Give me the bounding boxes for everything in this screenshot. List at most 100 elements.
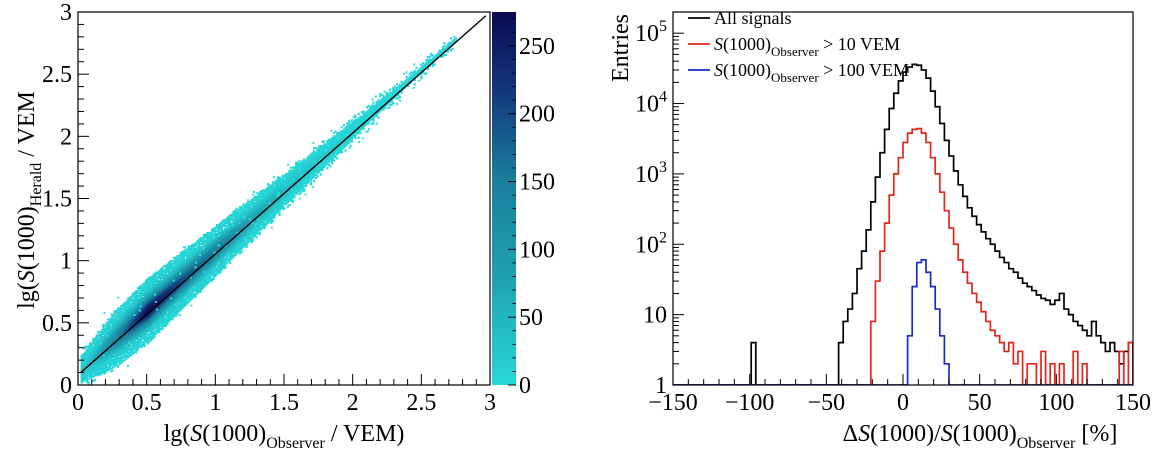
density-cell <box>145 298 148 301</box>
density-cell <box>237 221 240 224</box>
density-cell <box>133 337 136 340</box>
density-cell <box>168 290 171 293</box>
density-cell <box>337 151 340 154</box>
density-cell <box>118 332 121 336</box>
density-cell <box>145 310 148 313</box>
density-cell <box>227 245 230 248</box>
density-cell <box>108 321 111 325</box>
density-cell <box>278 185 281 188</box>
density-cell <box>258 191 261 194</box>
density-cell <box>150 280 153 283</box>
density-cell <box>176 258 179 261</box>
density-cell <box>169 288 172 291</box>
density-cell <box>324 156 327 159</box>
density-cell <box>309 162 312 165</box>
density-cell <box>280 188 283 191</box>
density-cell <box>123 323 126 326</box>
density-cell <box>161 302 164 305</box>
density-cell <box>354 118 357 122</box>
density-cell <box>143 323 146 327</box>
density-cell <box>176 293 179 297</box>
density-cell <box>260 195 263 198</box>
density-cell <box>253 203 256 206</box>
density-cell <box>161 311 164 314</box>
density-cell <box>191 248 194 251</box>
density-cell <box>299 185 303 188</box>
density-cell <box>164 266 167 269</box>
density-cell <box>121 340 125 343</box>
density-cell <box>117 308 120 312</box>
density-cell <box>336 153 339 156</box>
density-cell <box>112 351 115 354</box>
density-cell <box>133 351 136 354</box>
density-cell <box>192 292 195 295</box>
density-cell <box>110 341 113 345</box>
density-cell <box>308 162 311 165</box>
density-cell <box>151 285 154 288</box>
density-cell <box>234 246 237 249</box>
density-cell <box>120 349 123 352</box>
density-cell <box>84 363 87 366</box>
density-cell <box>222 263 225 266</box>
density-cell <box>156 301 159 304</box>
density-cell <box>103 357 106 360</box>
density-cell <box>240 250 243 253</box>
density-cell <box>298 192 301 196</box>
density-cell <box>95 372 98 375</box>
density-cell <box>105 368 108 371</box>
density-cell <box>323 164 326 167</box>
density-cell <box>268 218 271 221</box>
density-cell <box>110 322 113 325</box>
density-cell <box>113 351 116 354</box>
density-cell <box>209 272 212 275</box>
density-cell <box>323 155 326 158</box>
density-cell <box>192 279 195 282</box>
density-cell <box>286 190 289 193</box>
density-cell <box>117 314 120 317</box>
density-cell <box>168 307 171 311</box>
density-cell <box>217 252 220 255</box>
density-cell <box>158 298 161 301</box>
density-cell <box>267 199 270 202</box>
density-cell <box>227 239 230 242</box>
density-cell <box>237 249 240 252</box>
density-cell <box>309 174 312 177</box>
density-cell <box>113 338 116 341</box>
density-cell <box>258 194 261 197</box>
density-cell <box>247 239 250 242</box>
density-cell <box>176 284 179 288</box>
density-cell <box>225 232 228 235</box>
density-cell <box>219 231 222 234</box>
density-cell <box>148 337 151 340</box>
density-cell <box>125 342 128 345</box>
density-cell <box>140 310 143 313</box>
density-cell <box>336 144 339 147</box>
density-cell <box>298 163 301 166</box>
density-cell <box>288 199 291 202</box>
density-cell <box>187 279 191 282</box>
density-cell <box>80 367 83 371</box>
density-cell <box>209 258 212 261</box>
density-cell <box>174 277 177 280</box>
density-cell <box>85 351 88 355</box>
density-cell <box>138 311 141 314</box>
density-cell <box>252 239 255 242</box>
density-cell <box>178 286 181 289</box>
density-cell <box>84 362 87 365</box>
density-cell <box>319 163 322 166</box>
density-cell <box>240 238 243 241</box>
density-cell <box>95 364 98 367</box>
density-cell <box>276 184 280 187</box>
density-cell <box>329 140 332 143</box>
density-cell <box>360 120 364 123</box>
density-cell <box>311 169 314 172</box>
density-cell <box>97 345 100 349</box>
density-cell <box>220 258 223 261</box>
density-cell <box>140 284 143 287</box>
density-cell <box>245 229 248 232</box>
density-cell <box>222 244 225 247</box>
density-cell <box>145 307 148 310</box>
density-cell <box>153 319 156 322</box>
density-cell <box>265 217 268 220</box>
density-cell <box>100 330 103 333</box>
